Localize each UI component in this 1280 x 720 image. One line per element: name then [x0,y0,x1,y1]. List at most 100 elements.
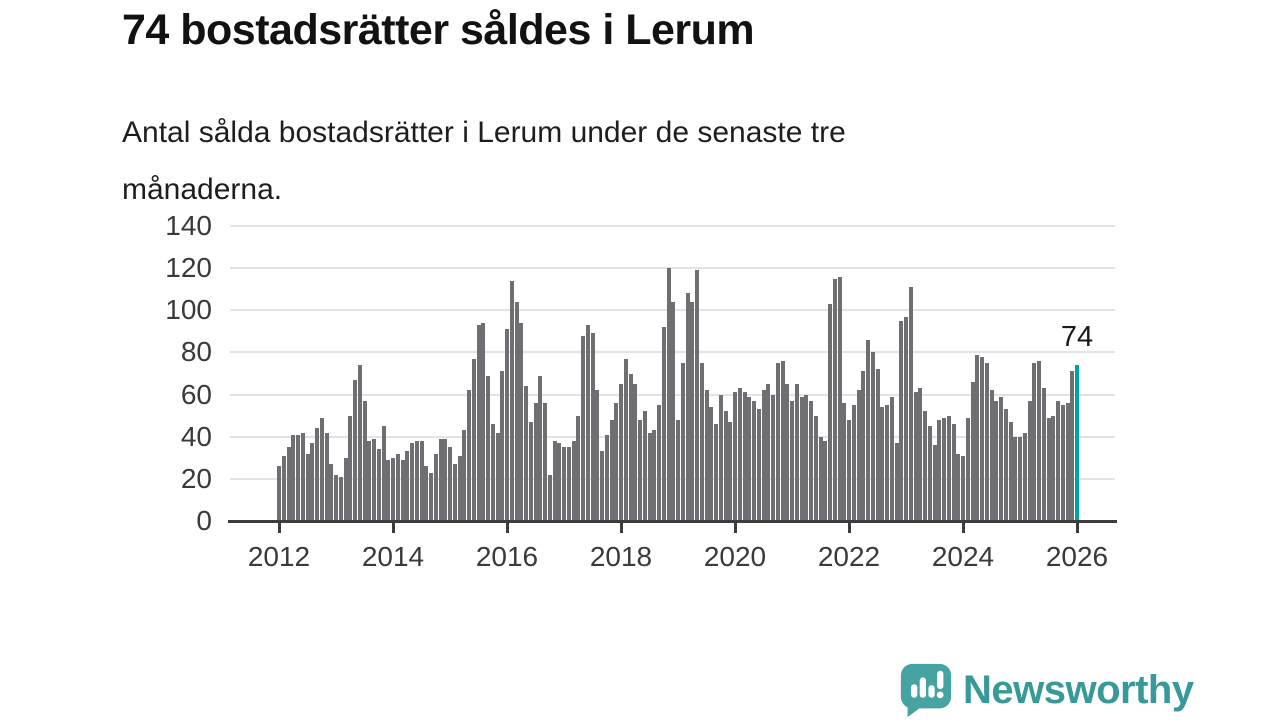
bar [695,270,699,521]
bar [866,339,870,521]
bar [870,352,875,521]
bar [443,438,448,521]
bar [452,464,457,521]
bar [1056,400,1060,521]
bar [286,447,291,521]
chart-subtitle-line-2: månaderna. [122,173,283,206]
bar [486,375,490,521]
bar [913,392,918,521]
bar [300,432,305,521]
bar [999,396,1003,521]
bar [828,303,832,521]
bar [357,365,362,521]
bar [376,449,381,521]
bar [894,443,899,521]
bar [832,278,837,521]
bar [395,453,400,521]
y-axis-tick-label: 80 [180,336,212,368]
bar [994,400,999,521]
bar [433,453,438,521]
bar [476,325,481,521]
bar [961,455,965,521]
y-axis-tick-label: 20 [180,462,212,494]
bar [771,394,775,521]
x-axis-tick-label: 2026 [1045,541,1109,572]
x-axis-tick [619,522,623,533]
bar [970,381,975,521]
bar [528,421,533,521]
bar [1032,362,1037,521]
bar [552,440,557,521]
bar [281,455,286,521]
bar [709,407,714,521]
bar [647,432,652,521]
bar [638,419,642,521]
bar [400,459,405,521]
bar [595,390,600,521]
bar [457,455,462,521]
bar [775,362,780,521]
bar [984,362,989,521]
bar [562,447,566,521]
bar [343,457,348,521]
bar [937,419,942,521]
x-axis-line [228,520,1117,523]
bar [946,415,951,521]
bar [619,384,623,521]
x-axis-tick-label: 2012 [247,541,311,572]
x-axis-tick [847,522,851,533]
bar [391,457,395,521]
newsworthy-speech-bubble-chart-icon [900,663,952,718]
bar [566,447,571,521]
bar [571,440,576,521]
y-axis-tick-label: 120 [165,252,212,284]
bar [889,396,894,521]
bar [372,438,376,521]
bar [980,356,984,521]
bar [766,384,771,521]
bar [842,403,847,521]
bar [1003,409,1008,521]
bar [809,400,813,521]
y-axis-tick-label: 100 [165,294,212,326]
bar [657,405,661,521]
bar [851,405,856,521]
bar [310,443,315,521]
bar [847,419,851,521]
bar [1041,388,1046,521]
bar [348,415,353,521]
bar [590,333,595,521]
bar [1022,432,1027,521]
bar [856,390,861,521]
bar [1046,417,1051,521]
bar [780,360,785,521]
bar [927,426,932,521]
x-axis-tick [961,522,965,533]
x-axis-tick-label: 2024 [931,541,995,572]
y-axis-tick-label: 140 [165,210,212,241]
bar [942,417,946,521]
y-axis-tick-label: 0 [196,505,212,536]
x-axis-tick-label: 2018 [589,541,653,572]
bar [495,432,500,521]
bar [790,400,794,521]
bar [666,268,671,521]
bar [576,415,581,521]
bar [742,392,747,521]
bar [609,419,614,521]
bar [823,440,828,521]
bar [315,428,319,521]
bar [918,388,923,521]
bar [547,474,552,521]
y-axis-tick-label: 60 [180,378,212,410]
bar [904,316,908,521]
x-axis-tick-label: 2014 [361,541,425,572]
bar [785,384,790,521]
newsworthy-wordmark: Newsworthy [963,668,1194,712]
bar [500,371,505,521]
bar [381,426,386,521]
bar [875,369,880,521]
bar [419,440,424,521]
bar [604,434,609,521]
bar [296,434,300,521]
